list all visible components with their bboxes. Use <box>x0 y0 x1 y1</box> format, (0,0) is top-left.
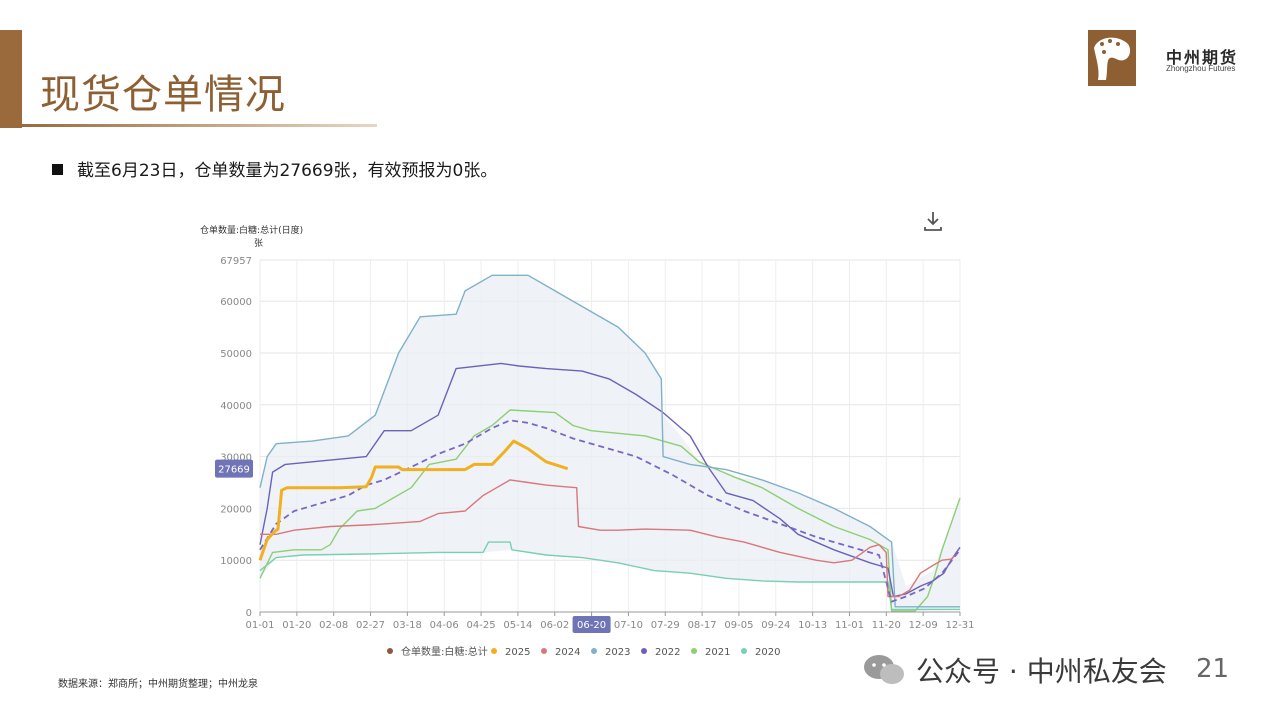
series-line-average <box>259 419 961 603</box>
title-underline <box>22 124 377 127</box>
chart-unit-label: 张 <box>254 238 263 249</box>
y-max-label: 67957 <box>220 256 252 267</box>
wechat-account-name: 公众号 · 中州私友会 <box>916 655 1167 688</box>
x-tick-label: 07-29 <box>651 620 680 631</box>
y-tick-label: 20000 <box>220 504 252 515</box>
x-tick-label: 05-14 <box>503 620 532 631</box>
warehouse-receipt-chart: 仓单数量:白糖:总计(日度) 张 0 10000 20000 30000 40000 50… <box>190 200 1000 670</box>
legend-label[interactable]: 2024 <box>555 647 580 658</box>
title-accent-bar <box>0 30 22 128</box>
data-source-note: 数据来源：郑商所；中州期货整理；中州龙泉 <box>58 679 258 690</box>
x-tick-label: 10-13 <box>798 620 827 631</box>
legend-label[interactable]: 仓单数量:白糖:总计 <box>401 645 488 658</box>
legend-label[interactable]: 2023 <box>605 647 630 658</box>
chart-title: 仓单数量:白糖:总计(日度) <box>200 224 303 236</box>
legend-marker <box>591 648 597 654</box>
legend-marker <box>491 648 497 654</box>
x-tick-label: 09-05 <box>724 620 753 631</box>
x-tick-label: 04-25 <box>467 620 496 631</box>
x-tick-label: 01-20 <box>282 620 311 631</box>
company-name-cn: 中州期货 <box>1166 48 1239 67</box>
x-tick-label: 02-27 <box>356 620 385 631</box>
series-line-2025 <box>258 439 569 561</box>
series-line-2024 <box>260 479 959 598</box>
y-axis: 0 10000 20000 30000 40000 50000 60000 67957 2766… <box>215 256 253 619</box>
y-tick-label: 10000 <box>220 556 252 567</box>
x-tick-label: 11-20 <box>872 620 901 631</box>
wechat-watermark: 公众号 · 中州私友会 <box>862 650 1167 690</box>
x-tick-label: 12-31 <box>945 620 974 631</box>
chart-legend: 仓单数量:白糖:总计 2025 2024 2023 2022 2021 2020 <box>387 645 780 658</box>
page-title: 现货仓单情况 <box>40 72 286 118</box>
x-tick-label: 03-18 <box>393 620 422 631</box>
current-value-badge <box>215 459 253 478</box>
legend-marker <box>387 648 393 654</box>
x-tick-label: 06-02 <box>540 620 569 631</box>
download-icon[interactable] <box>920 208 946 234</box>
summary-text: 截至6月23日，仓单数量为27669张，有效预报为0张。 <box>77 161 498 181</box>
legend-label[interactable]: 2020 <box>755 647 780 658</box>
x-axis: 01-01 01-20 02-08 02-27 03-18 04-06 04-25 05-14… <box>245 611 975 633</box>
legend-label[interactable]: 2025 <box>505 647 530 658</box>
x-tick-label: 09-24 <box>761 620 790 631</box>
company-name-en: Zhongzhou Futures <box>1166 64 1236 73</box>
chart-svg: 仓单数量:白糖:总计(日度) 张 0 10000 20000 30000 40000 50… <box>200 224 975 658</box>
series-line-2021 <box>259 409 961 612</box>
x-tick-label: 06-20 <box>577 620 606 631</box>
legend-label[interactable]: 2022 <box>655 647 680 658</box>
x-tick-label: 12-09 <box>909 620 938 631</box>
x-tick-label: 08-17 <box>688 620 717 631</box>
x-highlight-badge <box>572 616 611 633</box>
x-tick-label: 07-10 <box>614 620 643 631</box>
page-number: 21 <box>1196 654 1230 684</box>
company-logo-icon <box>1088 30 1136 86</box>
series-line-2020 <box>259 541 960 611</box>
x-tick-label: 01-01 <box>245 620 274 631</box>
legend-marker <box>691 648 697 654</box>
current-value-label: 27669 <box>218 465 250 476</box>
y-tick-label: 50000 <box>220 349 252 360</box>
series-line-2023 <box>259 274 960 608</box>
chart-lines <box>258 274 961 612</box>
bullet-square-icon <box>52 164 63 175</box>
x-tick-label: 02-08 <box>319 620 348 631</box>
legend-marker <box>641 648 647 654</box>
range-band-area <box>260 275 960 611</box>
y-tick-label: 40000 <box>220 401 252 412</box>
y-tick-label: 60000 <box>220 297 252 308</box>
legend-marker <box>541 648 547 654</box>
summary-bullet: 截至6月23日，仓单数量为27669张，有效预报为0张。 <box>52 156 497 181</box>
x-tick-label: 11-01 <box>835 620 864 631</box>
legend-marker <box>741 648 747 654</box>
wechat-icon <box>864 655 904 684</box>
historical-range-band <box>260 275 960 611</box>
y-tick-label: 0 <box>246 608 252 619</box>
legend-label[interactable]: 2021 <box>705 647 730 658</box>
y-tick-label: 30000 <box>220 453 252 464</box>
x-tick-label: 04-06 <box>430 620 459 631</box>
